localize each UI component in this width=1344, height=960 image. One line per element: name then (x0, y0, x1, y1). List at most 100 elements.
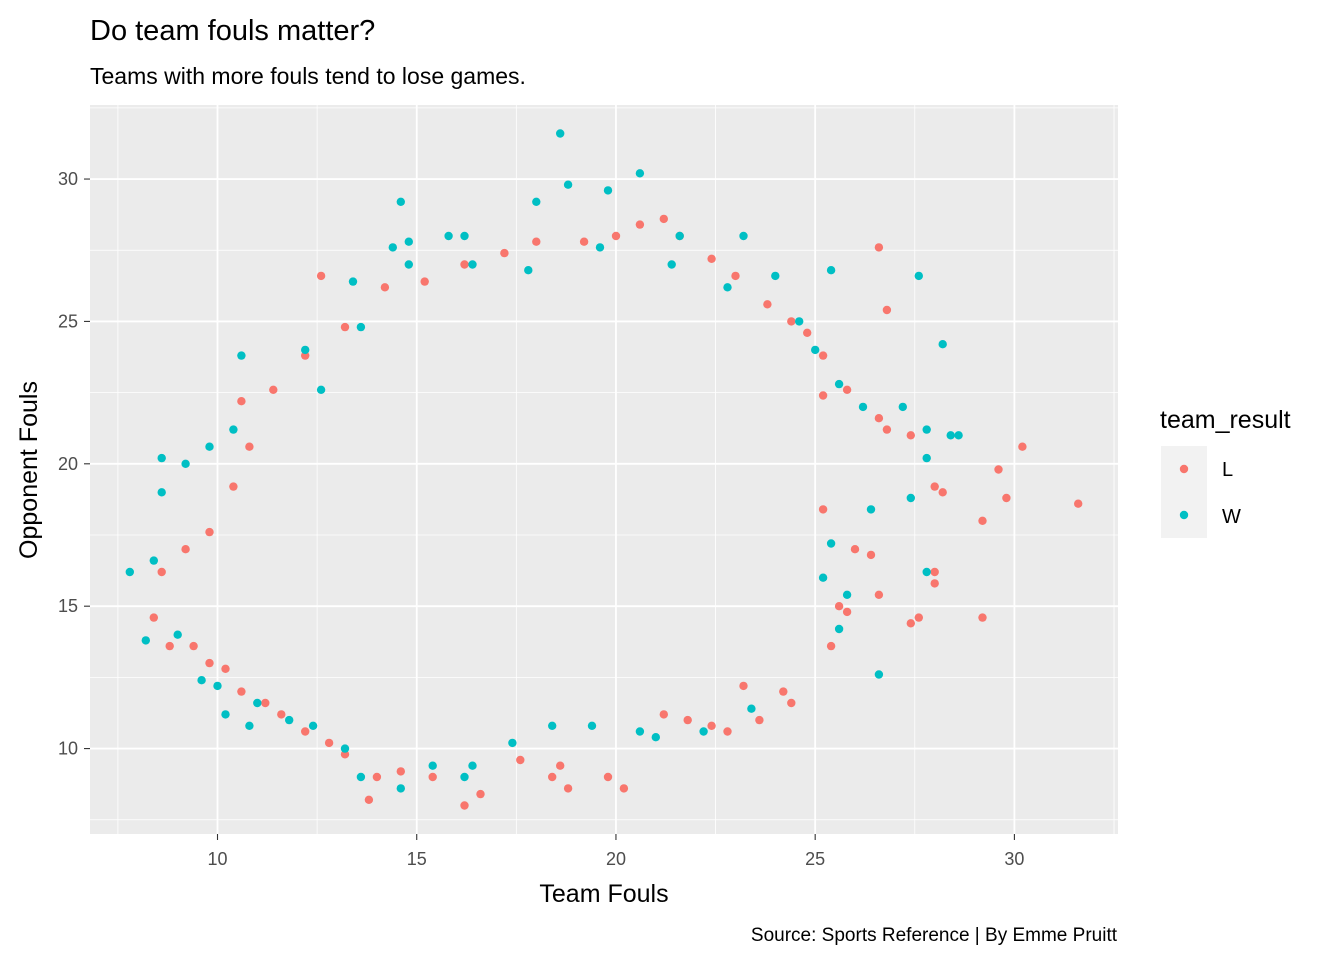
point-l-73 (763, 300, 772, 309)
point-w-44 (213, 681, 222, 691)
point-l-41 (324, 738, 334, 748)
point-l-69 (659, 214, 668, 224)
point-l-4 (978, 516, 987, 525)
point-w-54 (229, 425, 238, 434)
point-l-9 (906, 619, 915, 628)
point-w-41 (253, 698, 262, 708)
point-l-39 (372, 772, 382, 782)
point-w-36 (396, 784, 405, 793)
point-w-22 (842, 590, 852, 599)
point-l-72 (731, 271, 740, 281)
point-w-20 (874, 670, 884, 679)
legend-label-w: W (1222, 506, 1241, 528)
point-l-54 (229, 482, 238, 491)
point-w-56 (301, 345, 310, 355)
x-axis-ticks: 10 15 20 25 30 (207, 834, 1024, 869)
point-l-59 (316, 271, 326, 281)
point-w-67 (795, 317, 804, 326)
point-w-50 (157, 488, 166, 497)
point-w-52 (181, 459, 190, 468)
point-l-68 (635, 220, 645, 229)
point-l-2 (994, 465, 1003, 474)
point-w-15 (954, 431, 963, 440)
point-l-35 (460, 801, 469, 810)
point-l-82 (938, 488, 947, 497)
point-l-47 (205, 658, 214, 668)
point-l-57 (269, 385, 278, 394)
point-l-50 (149, 613, 158, 622)
point-l-77 (842, 385, 852, 394)
point-w-60 (404, 260, 413, 269)
y-tick-label-2: 20 (58, 454, 78, 474)
point-l-29 (603, 772, 613, 782)
point-w-39 (308, 721, 318, 730)
point-w-48 (125, 567, 134, 577)
point-l-32 (548, 772, 557, 782)
point-l-63 (460, 260, 469, 269)
point-w-51 (157, 453, 166, 463)
point-l-10 (874, 243, 884, 252)
y-tick-label-0: 10 (58, 739, 78, 759)
point-l-65 (532, 237, 541, 246)
point-l-51 (157, 567, 166, 577)
point-l-45 (237, 687, 246, 696)
point-l-34 (476, 789, 485, 799)
point-w-69 (834, 379, 844, 389)
point-w-23 (818, 573, 828, 582)
y-axis-ticks: 10 15 20 25 30 (58, 169, 90, 759)
y-tick-label-1: 15 (58, 596, 78, 616)
point-l-22 (755, 715, 764, 725)
point-l-28 (619, 784, 629, 793)
point-l-6 (930, 567, 939, 577)
point-w-25 (866, 505, 876, 514)
point-l-7 (930, 579, 939, 588)
point-w-47 (141, 636, 150, 645)
point-w-72 (922, 425, 931, 434)
point-l-20 (787, 698, 796, 708)
point-l-43 (277, 710, 286, 719)
point-w-26 (747, 704, 756, 713)
point-l-75 (803, 328, 812, 337)
data-points (125, 129, 1083, 810)
point-w-2 (563, 180, 573, 189)
point-w-9 (388, 243, 397, 252)
point-l-71 (707, 254, 716, 263)
point-l-61 (380, 283, 390, 292)
point-w-8 (404, 237, 413, 246)
minor-gridlines (90, 105, 1118, 834)
point-w-5 (396, 197, 405, 206)
point-l-16 (834, 602, 844, 611)
point-w-33 (468, 761, 477, 770)
y-tick-label-4: 30 (58, 169, 78, 189)
point-w-14 (938, 340, 947, 349)
point-l-23 (739, 681, 748, 691)
x-tick-label-4: 30 (1004, 849, 1024, 869)
point-l-30 (563, 784, 573, 793)
point-w-24 (826, 539, 836, 548)
x-tick-label-1: 15 (407, 849, 427, 869)
point-l-49 (165, 641, 174, 651)
point-l-76 (818, 351, 828, 360)
point-l-26 (683, 715, 692, 725)
point-w-37 (356, 772, 366, 782)
point-w-4 (532, 197, 541, 206)
point-l-24 (723, 727, 732, 736)
point-l-31 (556, 761, 565, 770)
point-l-79 (882, 425, 892, 434)
point-l-44 (261, 698, 270, 708)
point-w-32 (508, 738, 517, 748)
point-l-18 (818, 391, 828, 400)
legend: team_result L W (1160, 406, 1291, 538)
point-w-57 (316, 385, 326, 394)
point-w-46 (173, 630, 182, 639)
point-w-11 (739, 231, 748, 241)
point-w-58 (348, 277, 358, 286)
point-w-30 (587, 721, 597, 730)
chart-caption: Source: Sports Reference | By Emme Pruit… (751, 925, 1118, 946)
point-l-21 (779, 687, 788, 696)
point-w-0 (556, 129, 565, 138)
point-w-16 (946, 431, 955, 440)
point-w-42 (245, 721, 254, 730)
point-l-42 (301, 727, 310, 736)
